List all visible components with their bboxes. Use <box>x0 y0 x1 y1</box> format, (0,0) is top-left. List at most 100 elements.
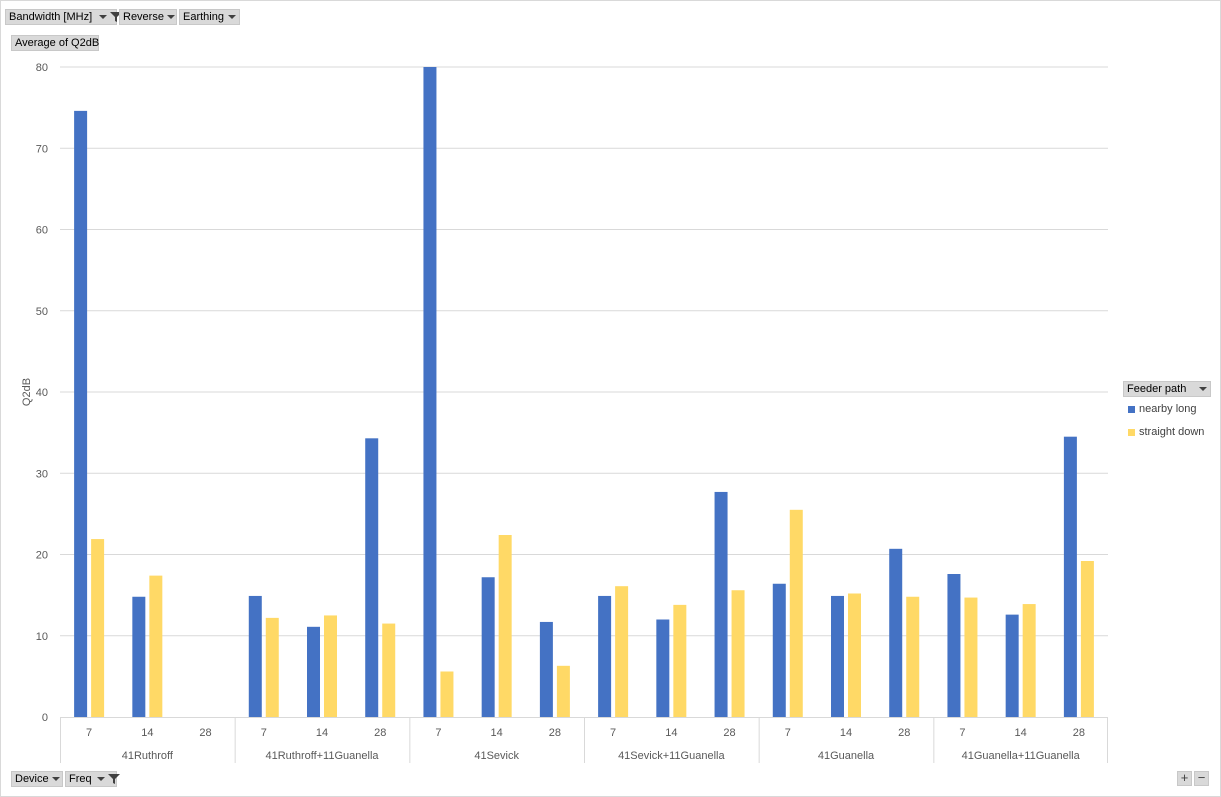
dropdown-caret-icon <box>99 15 108 19</box>
x-tick-label: 28 <box>723 727 735 739</box>
dropdown-caret-icon <box>228 15 236 19</box>
bar-straight-down <box>498 535 512 717</box>
x-tick-label: 14 <box>491 727 503 739</box>
y-tick-label: 20 <box>36 550 48 562</box>
legend-item-straight-down[interactable]: straight down <box>1128 426 1204 438</box>
y-tick-label: 30 <box>36 468 48 480</box>
bar-nearby-long <box>889 548 903 717</box>
bar-straight-down <box>440 671 454 717</box>
bar-nearby-long <box>598 595 612 717</box>
x-tick-label: 7 <box>785 727 791 739</box>
dropdown-caret-icon <box>51 777 60 781</box>
filter-funnel-icon <box>107 774 120 784</box>
value-field-button[interactable]: Average of Q2dB <box>11 35 99 51</box>
bar-straight-down <box>265 617 279 717</box>
value-field-label: Average of Q2dB <box>15 37 100 49</box>
bar-nearby-long <box>714 491 728 717</box>
group-label: 41Guanella <box>818 750 875 762</box>
y-tick-label: 10 <box>36 631 48 643</box>
group-label: 41Sevick+11Guanella <box>618 750 725 762</box>
x-tick-label: 28 <box>549 727 561 739</box>
y-tick-label: 60 <box>36 225 48 237</box>
legend-label: nearby long <box>1139 403 1197 415</box>
legend-item-nearby-long[interactable]: nearby long <box>1128 403 1197 415</box>
bar-straight-down <box>964 597 978 717</box>
y-tick-label: 70 <box>36 143 48 155</box>
earthing-filter-label: Earthing <box>183 11 224 23</box>
group-label: 41Sevick <box>474 750 519 762</box>
x-tick-label: 14 <box>1015 727 1027 739</box>
device-field-label: Device <box>15 773 49 785</box>
legend-field-button[interactable]: Feeder path <box>1123 381 1211 397</box>
x-tick-label: 7 <box>261 727 267 739</box>
bar-nearby-long <box>74 110 88 717</box>
group-label: 41Ruthroff <box>122 750 174 762</box>
bar-straight-down <box>848 593 861 717</box>
x-tick-label: 14 <box>316 727 328 739</box>
bar-straight-down <box>324 615 337 717</box>
x-tick-label: 28 <box>1073 727 1085 739</box>
y-tick-label: 80 <box>36 62 48 74</box>
device-field-button[interactable]: Device <box>11 771 63 787</box>
group-label: 41Guanella+11Guanella <box>962 750 1081 762</box>
x-tick-label: 28 <box>199 727 211 739</box>
collapse-field-button[interactable]: − <box>1194 771 1209 786</box>
x-tick-label: 7 <box>435 727 441 739</box>
x-tick-label: 28 <box>898 727 910 739</box>
bar-nearby-long <box>539 621 553 717</box>
bar-straight-down <box>1080 561 1094 717</box>
expand-field-button[interactable]: + <box>1177 771 1192 786</box>
bar-nearby-long <box>423 67 437 717</box>
bar-straight-down <box>1022 604 1036 717</box>
bar-straight-down <box>789 509 803 717</box>
bar-nearby-long <box>1005 614 1019 717</box>
y-tick-label: 40 <box>36 387 48 399</box>
reverse-filter-label: Reverse <box>123 11 164 23</box>
y-tick-label: 0 <box>42 712 48 724</box>
bar-nearby-long <box>481 577 495 717</box>
bar-straight-down <box>906 596 920 717</box>
bar-nearby-long <box>365 438 379 717</box>
legend-swatch <box>1128 405 1135 413</box>
x-tick-label: 7 <box>959 727 965 739</box>
bandwidth-filter-label: Bandwidth [MHz] <box>9 11 93 23</box>
x-tick-label: 7 <box>610 727 616 739</box>
minus-icon: − <box>1197 770 1206 785</box>
group-label: 41Ruthroff+11Guanella <box>265 750 379 762</box>
bar-straight-down <box>382 623 396 717</box>
legend-swatch <box>1128 428 1135 436</box>
bandwidth-filter-button[interactable]: Bandwidth [MHz] <box>5 9 123 25</box>
bar-straight-down <box>556 665 570 717</box>
bar-nearby-long <box>307 626 320 717</box>
x-tick-label: 7 <box>86 727 92 739</box>
reverse-filter-button[interactable]: Reverse <box>119 9 177 25</box>
x-tick-label: 28 <box>374 727 386 739</box>
bar-nearby-long <box>831 595 844 717</box>
y-tick-label: 50 <box>36 306 48 318</box>
bar-straight-down <box>91 539 105 717</box>
y-axis-title: Q2dB <box>21 378 33 406</box>
earthing-filter-button[interactable]: Earthing <box>179 9 240 25</box>
legend-field-label: Feeder path <box>1127 383 1187 395</box>
bar-straight-down <box>615 586 629 717</box>
bar-nearby-long <box>947 574 961 717</box>
dropdown-caret-icon <box>166 15 175 19</box>
plus-icon: + <box>1180 770 1189 785</box>
x-tick-label: 14 <box>840 727 852 739</box>
bar-nearby-long <box>248 595 262 717</box>
bar-straight-down <box>673 604 687 717</box>
bar-straight-down <box>731 590 745 717</box>
bar-straight-down <box>149 575 163 717</box>
bar-nearby-long <box>772 583 786 717</box>
freq-field-label: Freq <box>69 773 92 785</box>
dropdown-caret-icon <box>1199 387 1207 391</box>
bar-nearby-long <box>1063 436 1077 717</box>
legend-label: straight down <box>1139 426 1205 438</box>
x-tick-label: 14 <box>141 727 153 739</box>
bar-nearby-long <box>132 596 146 717</box>
freq-field-button[interactable]: Freq <box>65 771 120 787</box>
dropdown-caret-icon <box>96 777 105 781</box>
x-tick-label: 14 <box>665 727 677 739</box>
bar-nearby-long <box>656 619 670 717</box>
